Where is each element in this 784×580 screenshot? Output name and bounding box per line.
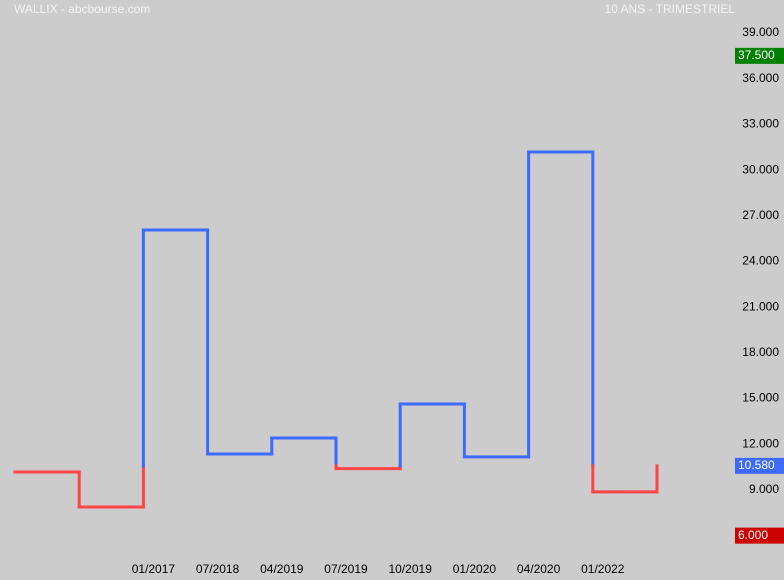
y-tick-label: 24.000 — [742, 254, 779, 268]
x-tick-label: 04/2019 — [260, 562, 304, 576]
y-tick-label: 27.000 — [742, 208, 779, 222]
x-tick-label: 04/2020 — [517, 562, 561, 576]
x-tick-label: 07/2019 — [324, 562, 368, 576]
x-tick-label: 01/2020 — [453, 562, 497, 576]
chart-subtitle: 10 ANS - TRIMESTRIEL — [605, 2, 736, 16]
price-marker — [735, 47, 784, 64]
y-tick-label: 18.000 — [742, 345, 779, 359]
y-tick-label: 9.000 — [749, 482, 779, 496]
y-tick-label: 15.000 — [742, 391, 779, 405]
y-tick-label: 36.000 — [742, 71, 779, 85]
price-marker — [735, 457, 784, 474]
x-tick-label: 01/2017 — [132, 562, 176, 576]
y-tick-label: 30.000 — [742, 162, 779, 176]
price-marker-label: 37.500 — [738, 48, 775, 62]
price-marker-label: 6.000 — [738, 528, 768, 542]
x-tick-label: 01/2022 — [581, 562, 625, 576]
price-marker — [735, 527, 784, 544]
y-tick-label: 12.000 — [742, 436, 779, 450]
price-marker-label: 10.580 — [738, 458, 775, 472]
y-tick-label: 21.000 — [742, 299, 779, 313]
y-tick-label: 39.000 — [742, 25, 779, 39]
y-tick-label: 33.000 — [742, 117, 779, 131]
x-tick-label: 10/2019 — [389, 562, 433, 576]
x-tick-label: 07/2018 — [196, 562, 240, 576]
chart-title: WALLIX - abcbourse.com — [14, 2, 150, 16]
